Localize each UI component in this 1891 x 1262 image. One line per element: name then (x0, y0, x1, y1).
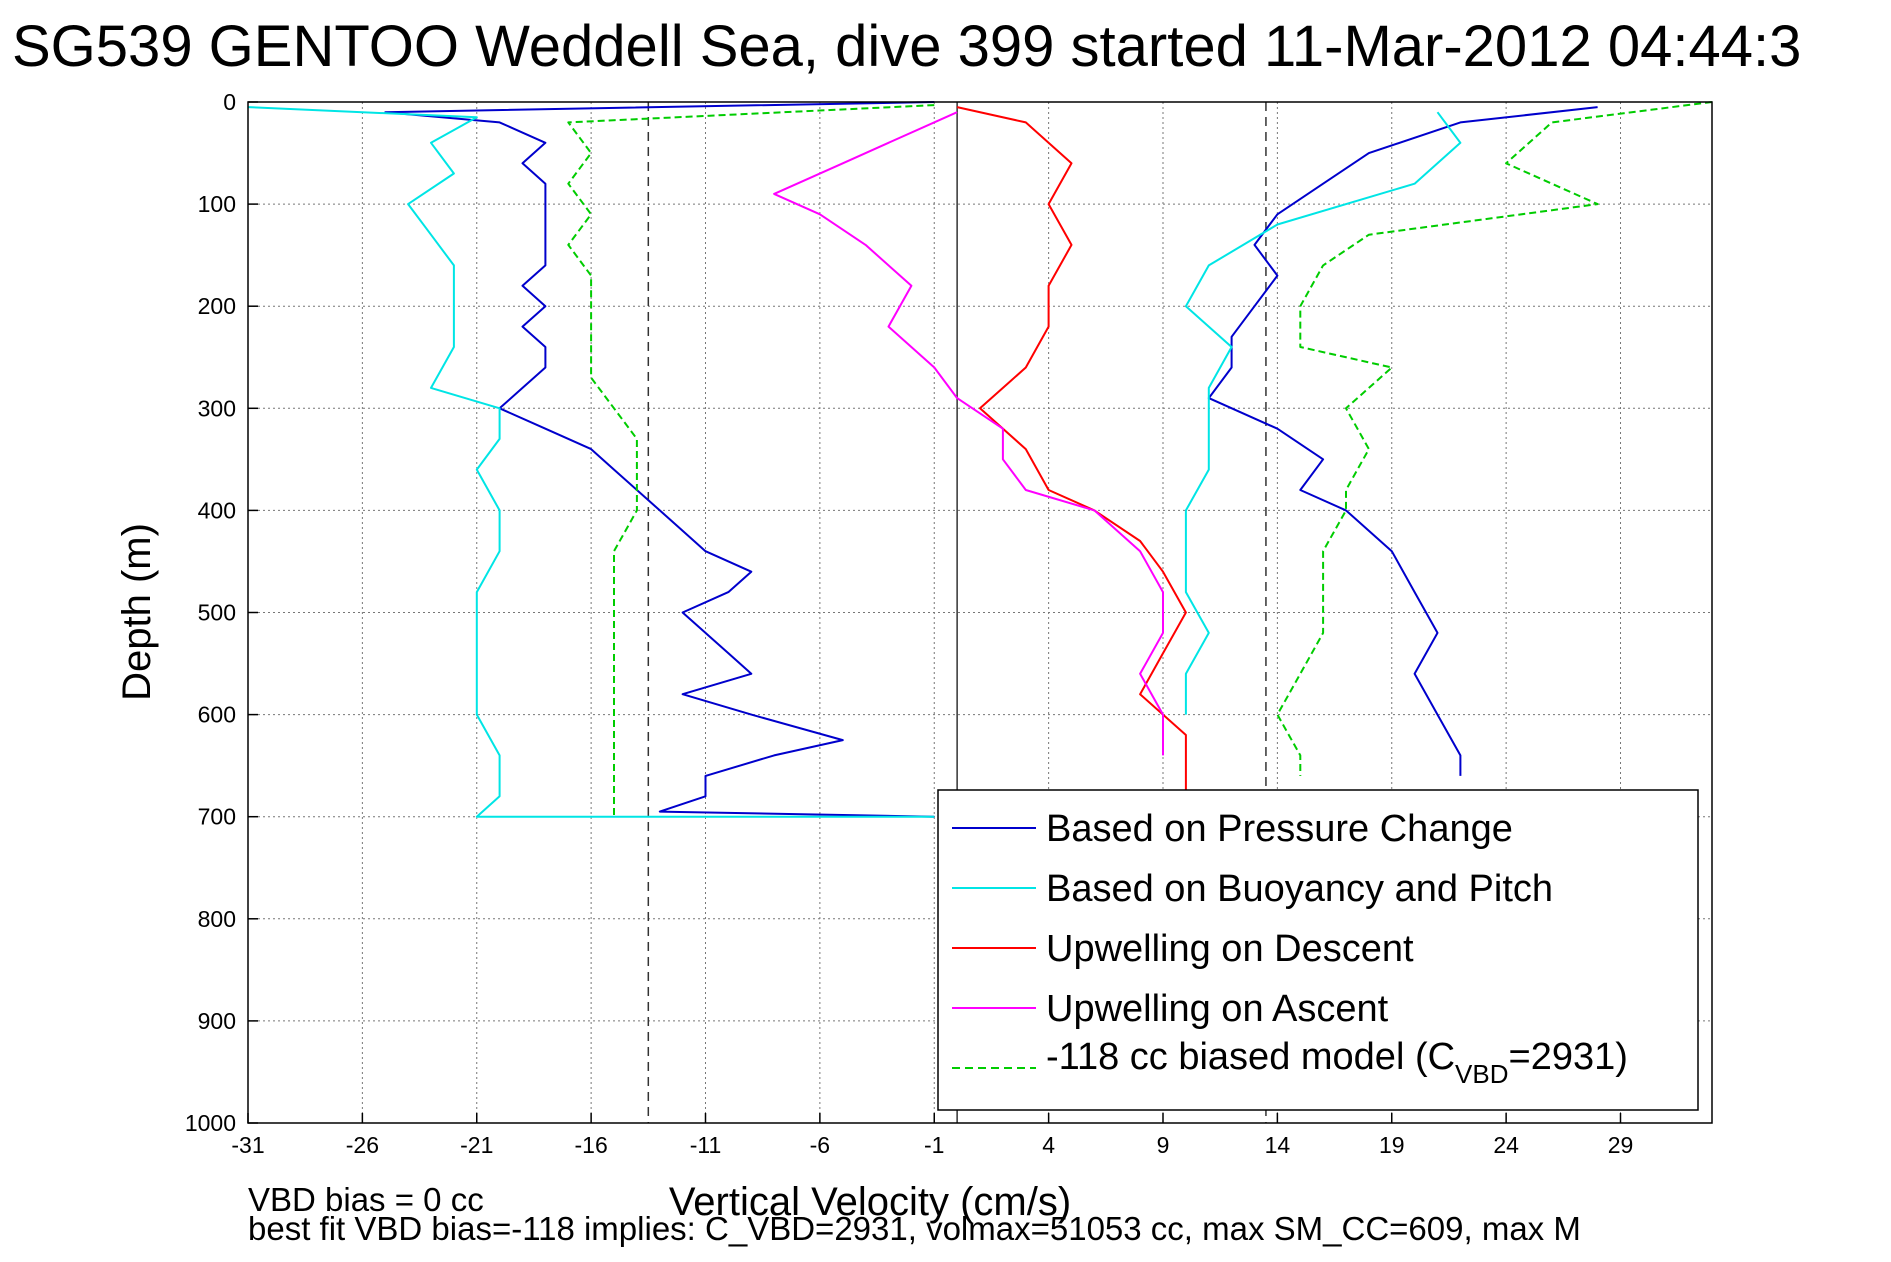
y-tick-label: 800 (198, 906, 236, 932)
x-tick-label: -26 (346, 1132, 379, 1158)
series-line-descent-118-cc-biased-model-cvbd-2931 (567, 104, 935, 817)
y-tick-labels: 0 100 200 300 400 500 600 700 800 900 1000 (185, 89, 236, 1136)
footer-vbd-bias: VBD bias = 0 cc (248, 1181, 484, 1218)
y-tick-label: 200 (198, 293, 236, 319)
chart-title: SG539 GENTOO Weddell Sea, dive 399 start… (12, 14, 1801, 79)
footer-best-fit: best fit VBD bias=-118 implies: C_VBD=29… (248, 1210, 1581, 1247)
x-tick-label: 24 (1493, 1132, 1519, 1158)
x-tick-label: 29 (1608, 1132, 1634, 1158)
legend-label-buoyancy: Based on Buoyancy and Pitch (1046, 868, 1553, 910)
x-tick-label: -31 (231, 1132, 264, 1158)
x-tick-label: 9 (1157, 1132, 1170, 1158)
y-axis-label: Depth (m) (115, 523, 159, 701)
series-line-ascent-based-on-pressure-change (1207, 106, 1598, 776)
y-tick-label: 600 (198, 702, 236, 728)
x-tick-label: 14 (1265, 1132, 1291, 1158)
y-tick-label: 900 (198, 1008, 236, 1034)
legend-label-ascent: Upwelling on Ascent (1046, 988, 1389, 1030)
x-tick-label: 19 (1379, 1132, 1405, 1158)
series-line-descent-upwelling-on-descent (956, 106, 1187, 797)
series-line-ascent-upwelling-on-ascent (773, 111, 1164, 756)
x-tick-label: -11 (690, 1132, 722, 1158)
legend-box (937, 789, 1699, 1111)
legend-model-suffix: =2931) (1509, 1036, 1628, 1078)
x-tick-label: -16 (575, 1132, 608, 1158)
legend-label-model: -118 cc biased model (CVBD=2931) (1046, 1036, 1628, 1089)
legend-label-pressure: Based on Pressure Change (1046, 808, 1513, 850)
y-tick-label: 400 (198, 497, 236, 523)
series-line-descent-based-on-pressure-change (384, 101, 935, 818)
series-group (247, 101, 1713, 818)
x-tick-label: -6 (810, 1132, 830, 1158)
y-tick-label: 0 (223, 89, 236, 115)
legend-label-descent: Upwelling on Descent (1046, 928, 1414, 970)
x-tick-labels: -31 -26 -21 -16 -11 -6 -1 4 9 14 19 24 29 (231, 1132, 1633, 1158)
y-tick-label: 100 (198, 191, 236, 217)
series-line-ascent-based-on-buoyancy-and-pitch (1184, 111, 1462, 715)
series-line-ascent-118-cc-biased-model-cvbd-2931 (1276, 101, 1713, 776)
legend: Based on Pressure Change Based on Buoyan… (937, 789, 1699, 1111)
y-tick-label: 500 (198, 600, 236, 626)
series-line-descent-based-on-buoyancy-and-pitch (247, 106, 935, 818)
y-tick-label: 300 (198, 395, 236, 421)
y-tick-label: 1000 (185, 1110, 236, 1136)
y-tick-label: 700 (198, 804, 236, 830)
x-tick-label: -1 (924, 1132, 944, 1158)
x-tick-label: 4 (1042, 1132, 1055, 1158)
plot-frame (247, 101, 1713, 1124)
legend-model-subscript: VBD (1455, 1059, 1508, 1089)
x-tick-label: -21 (460, 1132, 493, 1158)
x-axis-label: Vertical Velocity (cm/s) (669, 1180, 1071, 1224)
legend-model-prefix: -118 cc biased model (C (1046, 1036, 1455, 1078)
